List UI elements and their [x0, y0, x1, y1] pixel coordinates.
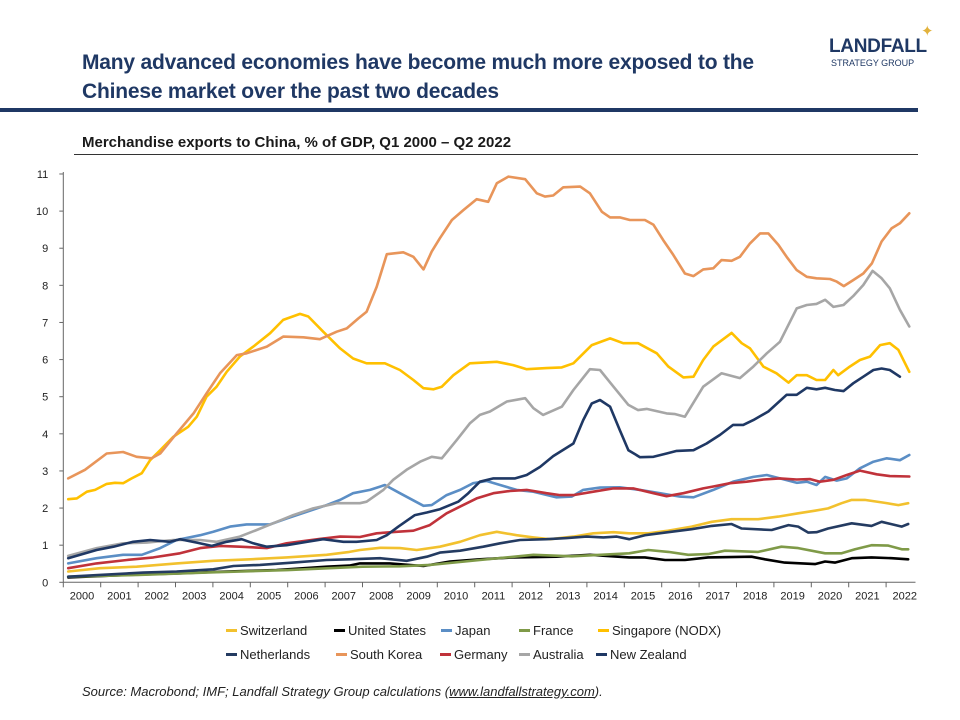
- y-tick-label: 5: [42, 392, 48, 404]
- legend-swatch: [226, 629, 237, 633]
- series-line-france: [66, 543, 910, 579]
- legend-label: South Korea: [350, 647, 423, 662]
- legend-label: Australia: [533, 647, 584, 662]
- y-tick-label: 10: [36, 206, 48, 218]
- x-tick-label: 2019: [780, 590, 804, 602]
- chart-title: Merchandise exports to China, % of GDP, …: [82, 134, 512, 151]
- x-tick-label: 2001: [107, 590, 131, 602]
- series-line-new-zealand: [66, 367, 902, 560]
- x-tick-label: 2018: [743, 590, 767, 602]
- x-tick-label: 2021: [855, 590, 879, 602]
- series-line-netherlands: [66, 520, 910, 579]
- legend-label: United States: [348, 623, 427, 638]
- source-note: Source: Macrobond; IMF; Landfall Strateg…: [82, 684, 603, 699]
- legend-swatch: [519, 653, 530, 657]
- x-tick-label: 2017: [706, 590, 730, 602]
- x-tick-label: 2012: [519, 590, 543, 602]
- x-tick-label: 2007: [332, 590, 356, 602]
- landfall-logo: ✦ LANDFALL STRATEGY GROUP: [826, 22, 941, 74]
- x-tick-label: 2008: [369, 590, 393, 602]
- legend-item-germany: Germany: [440, 647, 507, 662]
- y-tick-label: 1: [42, 540, 48, 552]
- x-tick-label: 2015: [631, 590, 655, 602]
- legend-label: Germany: [454, 647, 508, 662]
- x-tick-label: 2006: [294, 590, 318, 602]
- legend-swatch: [440, 653, 451, 657]
- source-prefix: Source: Macrobond; IMF; Landfall Strateg…: [82, 684, 450, 699]
- legend-swatch: [596, 653, 607, 657]
- legend-swatch: [226, 653, 237, 657]
- series-lines: [66, 175, 911, 579]
- x-tick-label: 2011: [482, 590, 506, 602]
- y-tick-label: 7: [42, 317, 48, 329]
- x-tick-label: 2003: [182, 590, 206, 602]
- series-line-singapore-nodx: [66, 312, 911, 501]
- series-line-australia: [66, 269, 911, 558]
- y-tick-label: 3: [42, 466, 48, 478]
- y-tick-label: 6: [42, 355, 48, 367]
- y-tick-label: 11: [37, 169, 48, 181]
- legend-label: Singapore (NODX): [612, 623, 722, 638]
- legend-swatch: [598, 629, 609, 633]
- legend-item-united-states: United States: [334, 623, 426, 638]
- y-tick-label: 2: [42, 503, 48, 515]
- y-tick-label: 0: [42, 577, 48, 589]
- series-line-germany: [66, 469, 911, 570]
- legend-label: France: [533, 623, 574, 638]
- x-tick-label: 2010: [444, 590, 468, 602]
- x-tick-label: 2016: [668, 590, 692, 602]
- x-tick-label: 2004: [219, 590, 243, 602]
- legend-swatch: [334, 629, 345, 633]
- page-title: Many advanced economies have become much…: [82, 51, 754, 103]
- legend-item-new-zealand: New Zealand: [596, 647, 687, 662]
- y-tick-label: 4: [42, 429, 48, 441]
- axes: 0 1 2 3 4 5 6 7 8 9 10 11 2000 2001 2002 2003 2004 2005 20…: [36, 169, 917, 602]
- x-tick-label: 2013: [556, 590, 580, 602]
- logo-line1: LANDFALL: [829, 36, 927, 57]
- legend-item-japan: Japan: [441, 623, 490, 638]
- y-tick-label: 8: [42, 280, 48, 292]
- x-tick-label: 2009: [406, 590, 430, 602]
- x-tick-label: 2014: [593, 590, 617, 602]
- x-tick-label: 2005: [257, 590, 281, 602]
- legend-swatch: [441, 629, 452, 633]
- source-suffix: ).: [594, 684, 603, 699]
- logo-line2: STRATEGY GROUP: [831, 58, 915, 68]
- x-tick-label: 2022: [893, 590, 917, 602]
- legend-item-switzerland: Switzerland: [226, 623, 307, 638]
- star-icon: ✦: [921, 23, 934, 40]
- legend-item-australia: Australia: [519, 647, 584, 662]
- legend-label: Switzerland: [240, 623, 308, 638]
- legend-swatch: [336, 653, 347, 657]
- legend-swatch: [519, 629, 530, 633]
- legend-label: Netherlands: [240, 647, 311, 662]
- x-tick-label: 2002: [145, 590, 169, 602]
- legend-item-singapore: Singapore (NODX): [598, 623, 721, 638]
- legend-item-south-korea: South Korea: [336, 647, 422, 662]
- legend-item-netherlands: Netherlands: [226, 647, 310, 662]
- series-line-south-korea: [66, 175, 911, 480]
- source-link[interactable]: www.landfallstrategy.com: [449, 684, 595, 699]
- legend-label: New Zealand: [610, 647, 687, 662]
- legend-label: Japan: [455, 623, 491, 638]
- x-tick-label: 2020: [818, 590, 842, 602]
- header-rule: [0, 108, 918, 112]
- x-tick-label: 2000: [70, 590, 94, 602]
- subtitle-rule: [74, 154, 918, 155]
- series-line-united-states: [66, 553, 910, 579]
- y-tick-label: 9: [42, 243, 48, 255]
- legend-item-france: France: [519, 623, 573, 638]
